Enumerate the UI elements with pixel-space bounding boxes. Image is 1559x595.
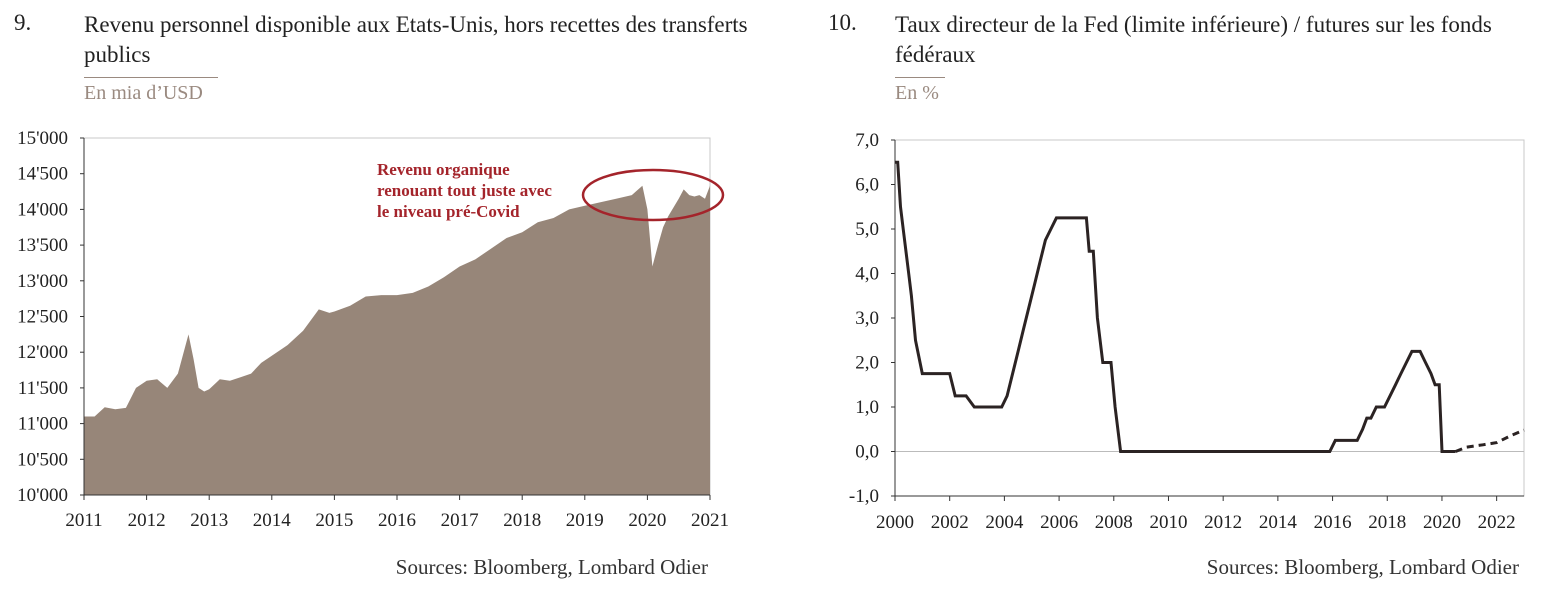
figure-number: 10. <box>828 10 857 35</box>
y-tick-label: 12'000 <box>17 342 68 363</box>
title-divider <box>84 77 218 78</box>
chart-title: Taux directeur de la Fed (limite inférie… <box>895 12 1492 67</box>
futures-line <box>1455 428 1525 453</box>
y-tick-label: 5,0 <box>855 219 879 240</box>
x-tick-label: 2011 <box>65 510 102 531</box>
line-chart: -1,0 0,0 1,0 2,0 3,0 4,0 5,0 6,0 7,0 2000 2002 2004… <box>849 130 1525 533</box>
y-tick-label: 13'000 <box>17 271 68 292</box>
chart-title: Revenu personnel disponible aux Etats-Un… <box>84 12 748 67</box>
y-tick-label: 11'000 <box>18 414 68 435</box>
x-tick-label: 2018 <box>1368 512 1406 533</box>
y-tick-label: 11'500 <box>18 378 68 399</box>
y-tick-label: 1,0 <box>855 397 879 418</box>
x-tick-label: 2022 <box>1478 512 1516 533</box>
fed-rate-line <box>895 160 1456 453</box>
revenue-area <box>84 185 710 496</box>
x-tick-label: 2016 <box>1314 512 1352 533</box>
chart-panel-revenue: 9. Revenu personnel disponible aux Etats… <box>0 0 760 595</box>
source-note: Sources: Bloomberg, Lombard Odier <box>1206 555 1519 579</box>
y-tick-label: 3,0 <box>855 308 879 329</box>
y-tick-label: 13'500 <box>17 235 68 256</box>
x-tick-label: 2019 <box>566 510 604 531</box>
x-tick-label: 2020 <box>628 510 666 531</box>
plot-frame <box>894 139 1525 497</box>
highlight-ellipse <box>581 168 725 222</box>
y-tick-label: 14'500 <box>17 164 68 185</box>
title-divider <box>895 77 945 78</box>
x-tick-label: 2017 <box>441 510 479 531</box>
x-tick-label: 2016 <box>378 510 416 531</box>
x-tick-label: 2008 <box>1095 512 1133 533</box>
y-tick-label: 2,0 <box>855 353 879 374</box>
annotation-text: le niveau pré-Covid <box>377 202 520 221</box>
x-tick-label: 2015 <box>315 510 353 531</box>
x-tick-label: 2013 <box>190 510 228 531</box>
y-tick-label: 14'000 <box>17 199 68 220</box>
x-tick-label: 2020 <box>1423 512 1461 533</box>
annotation-text: renouant tout juste avec <box>377 181 552 200</box>
y-tick-label: 7,0 <box>855 130 879 151</box>
x-tick-label: 2010 <box>1149 512 1187 533</box>
y-tick-label: 15'000 <box>17 128 68 149</box>
x-tick-label: 2021 <box>691 510 729 531</box>
figure-number: 9. <box>14 10 32 35</box>
unit-label: En mia d’USD <box>84 82 203 104</box>
annotation-text: Revenu organique <box>377 160 510 179</box>
chart-panel-fed-rate: 10. Taux directeur de la Fed (limite inf… <box>810 0 1559 595</box>
y-tick-label: 4,0 <box>855 264 879 285</box>
source-note: Sources: Bloomberg, Lombard Odier <box>395 555 708 579</box>
x-tick-label: 2012 <box>1204 512 1242 533</box>
x-tick-label: 2002 <box>931 512 969 533</box>
x-tick-label: 2004 <box>985 512 1024 533</box>
x-tick-label: 2018 <box>503 510 541 531</box>
y-tick-label: 10'000 <box>17 485 68 506</box>
x-tick-label: 2014 <box>253 510 292 531</box>
x-tick-label: 2000 <box>876 512 914 533</box>
x-tick-label: 2012 <box>128 510 166 531</box>
area-chart: 10'000 10'500 11'000 11'500 12'000 12'500 13'0… <box>17 128 729 531</box>
y-tick-label: 6,0 <box>855 175 879 196</box>
y-tick-label: 10'500 <box>17 449 68 470</box>
y-tick-label: 12'500 <box>17 307 68 328</box>
x-tick-label: 2014 <box>1259 512 1298 533</box>
y-tick-label: -1,0 <box>849 486 879 507</box>
unit-label: En % <box>895 82 939 104</box>
y-tick-label: 0,0 <box>855 442 879 463</box>
x-tick-label: 2006 <box>1040 512 1078 533</box>
